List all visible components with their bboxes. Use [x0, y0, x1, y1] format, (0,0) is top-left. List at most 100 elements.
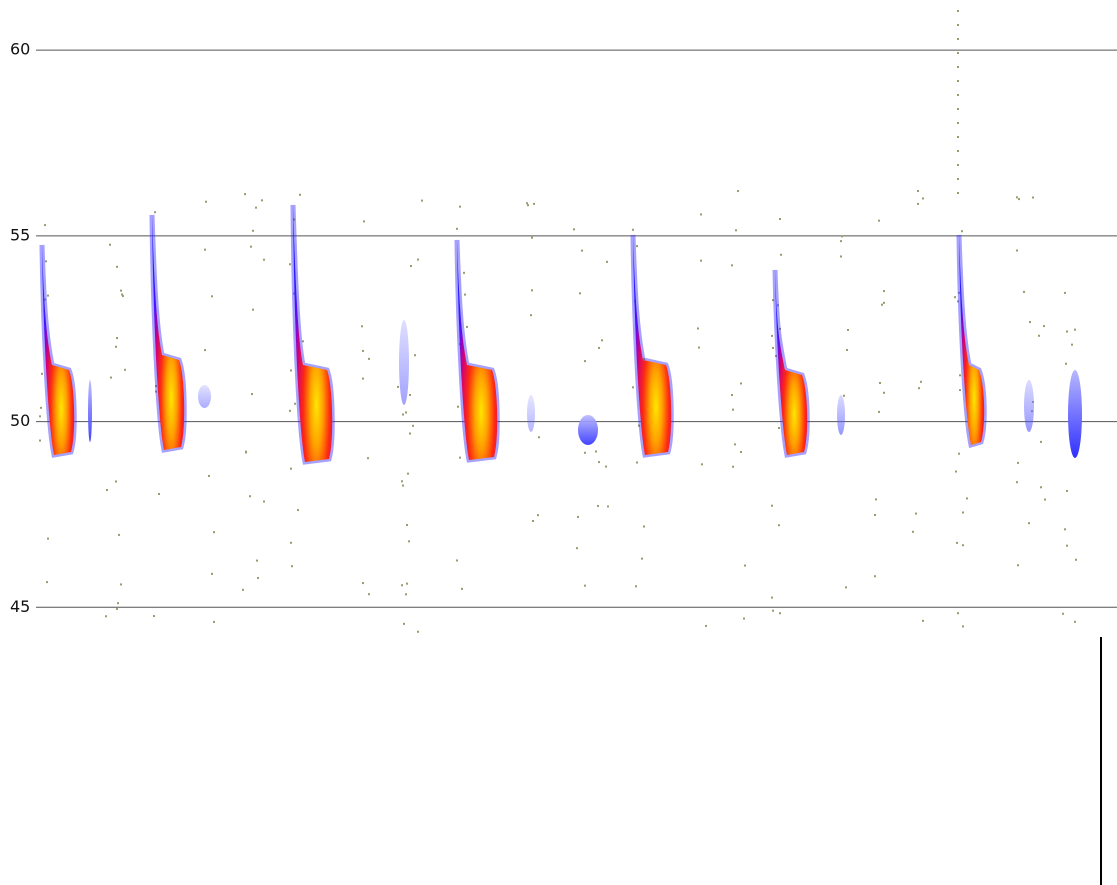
- faint-call: [88, 380, 92, 442]
- noise-dot: [44, 224, 46, 227]
- noise-dot: [874, 513, 876, 516]
- noise-dot: [115, 480, 117, 483]
- noise-dot: [299, 193, 301, 196]
- noise-dot: [1066, 489, 1068, 492]
- noise-dot: [701, 463, 703, 466]
- noise-dot: [461, 587, 463, 590]
- noise-dot: [47, 294, 49, 297]
- noise-dot: [459, 205, 461, 208]
- noise-dot: [153, 615, 155, 618]
- noise-dot: [242, 588, 244, 591]
- noise-dot: [581, 249, 583, 252]
- noise-dot: [530, 314, 532, 317]
- noise-dot: [845, 586, 847, 589]
- y-tick-label: 50: [10, 411, 30, 430]
- noise-dot: [526, 202, 528, 205]
- noise-dot: [957, 192, 959, 194]
- noise-dot: [632, 386, 634, 389]
- call: [959, 235, 985, 445]
- call: [152, 215, 185, 450]
- noise-dot: [368, 593, 370, 596]
- noise-dot: [598, 346, 600, 349]
- noise-dot: [635, 585, 637, 588]
- noise-dot: [407, 472, 409, 475]
- noise-dot: [636, 461, 638, 464]
- noise-dot: [120, 583, 122, 586]
- noise-dot: [881, 303, 883, 306]
- noise-dot: [744, 564, 746, 567]
- call: [775, 270, 808, 455]
- noise-dot: [957, 122, 959, 124]
- y-tick-label: 45: [10, 597, 30, 616]
- call: [42, 245, 75, 455]
- noise-dot: [261, 199, 263, 202]
- noise-dot: [840, 240, 842, 243]
- noise-dot: [457, 405, 459, 408]
- noise-dot: [245, 451, 247, 454]
- noise-dot: [957, 612, 959, 615]
- noise-dot: [39, 415, 41, 418]
- noise-dot: [883, 290, 885, 293]
- noise-dot: [155, 385, 157, 388]
- noise-dot: [46, 581, 48, 584]
- noise-dot: [957, 66, 959, 68]
- noise-dot: [1071, 343, 1073, 346]
- noise-dot: [962, 511, 964, 514]
- noise-dot: [779, 612, 781, 615]
- noise-dot: [117, 602, 119, 605]
- noise-dot: [743, 617, 745, 620]
- noise-dot: [959, 389, 961, 392]
- noise-dot: [957, 136, 959, 138]
- noise-dot: [737, 190, 739, 193]
- y-tick-label: 55: [10, 225, 30, 244]
- noise-dot: [402, 484, 404, 487]
- faint-call: [837, 395, 845, 435]
- noise-dot: [44, 298, 46, 301]
- noise-dot: [1043, 325, 1045, 328]
- call: [633, 235, 672, 455]
- noise-dot: [632, 228, 634, 231]
- noise-dot: [363, 220, 365, 223]
- noise-dot: [456, 227, 458, 230]
- noise-dot: [1066, 330, 1068, 333]
- noise-dot: [409, 393, 411, 396]
- noise-dot: [459, 456, 461, 459]
- noise-dot: [778, 426, 780, 429]
- noise-dot: [106, 488, 108, 491]
- noise-dot: [208, 474, 210, 477]
- noise-dot: [41, 372, 43, 375]
- noise-dot: [249, 495, 251, 498]
- noise-dot: [213, 620, 215, 623]
- noise-dot: [1028, 522, 1030, 525]
- noise-dot: [464, 293, 466, 296]
- noise-dot: [1029, 321, 1031, 324]
- noise-dot: [204, 349, 206, 352]
- noise-dot: [531, 289, 533, 292]
- noise-dot: [957, 10, 959, 12]
- noise-dot: [410, 265, 412, 268]
- noise-dot: [961, 230, 963, 233]
- noise-dot: [771, 504, 773, 507]
- noise-dot: [957, 178, 959, 180]
- noise-dot: [643, 525, 645, 528]
- noise-dot: [116, 607, 118, 610]
- noise-dot: [255, 206, 257, 209]
- noise-dot: [879, 382, 881, 385]
- noise-dot: [1032, 196, 1034, 199]
- noise-dot: [962, 544, 964, 547]
- noise-dot: [466, 325, 468, 328]
- noise-dot: [883, 301, 885, 304]
- noise-dot: [115, 345, 117, 348]
- noise-dot: [700, 259, 702, 262]
- noise-dot: [1016, 249, 1018, 252]
- faint-call: [1024, 380, 1034, 432]
- noise-dot: [957, 108, 959, 110]
- noise-dot: [414, 354, 416, 357]
- noise-dot: [368, 357, 370, 360]
- noise-dot: [779, 218, 781, 221]
- noise-dot: [966, 497, 968, 500]
- noise-dot: [705, 624, 707, 627]
- noise-dot: [920, 380, 922, 383]
- noise-dot: [917, 190, 919, 193]
- noise-dot: [878, 219, 880, 222]
